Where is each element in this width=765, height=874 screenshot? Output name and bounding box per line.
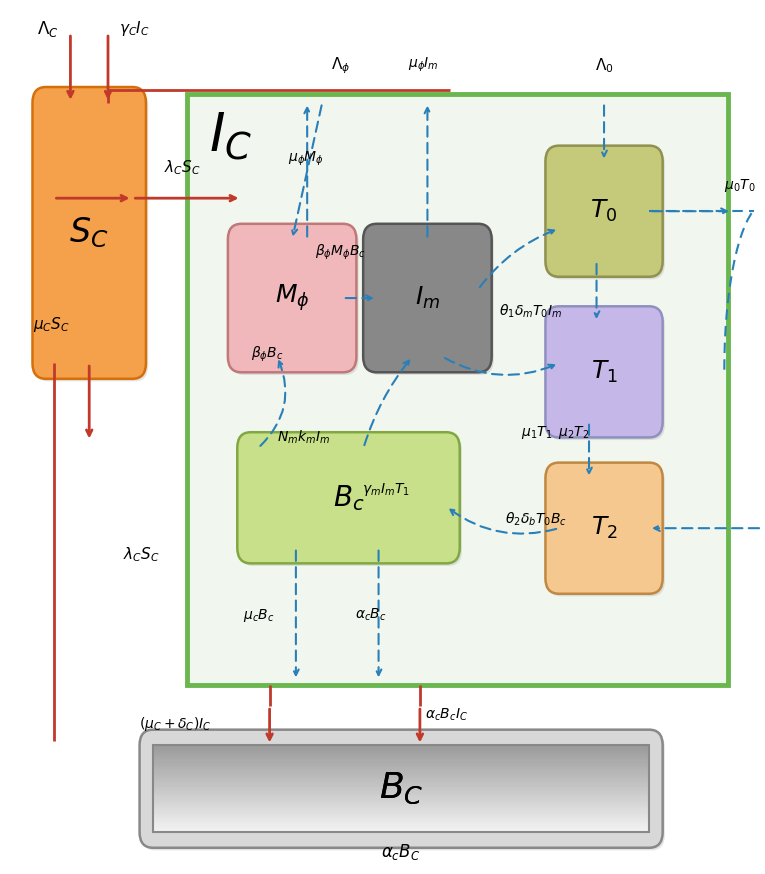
Text: $\gamma_C I_C$: $\gamma_C I_C$ [119, 19, 150, 38]
FancyBboxPatch shape [32, 87, 146, 378]
Bar [153, 784, 649, 787]
Bar [153, 791, 649, 793]
Bar [153, 801, 649, 804]
Bar [153, 746, 649, 747]
Bar [153, 769, 649, 772]
FancyBboxPatch shape [139, 730, 662, 848]
Bar [153, 800, 649, 801]
FancyBboxPatch shape [187, 94, 728, 684]
Text: $\lambda_C S_C$: $\lambda_C S_C$ [123, 545, 160, 564]
Text: $N_m k_m I_m$: $N_m k_m I_m$ [277, 428, 330, 446]
FancyBboxPatch shape [545, 306, 662, 437]
Text: $\alpha_c B_c I_C$: $\alpha_c B_c I_C$ [425, 707, 467, 723]
Text: $B_C$: $B_C$ [379, 771, 423, 807]
FancyBboxPatch shape [545, 146, 662, 277]
Bar [153, 782, 649, 784]
Bar [153, 763, 649, 765]
Text: $I_m$: $I_m$ [415, 285, 440, 311]
Bar [153, 752, 649, 754]
Bar [153, 750, 649, 752]
Text: $I_C$: $I_C$ [210, 111, 252, 163]
Text: $\Lambda_\phi$: $\Lambda_\phi$ [331, 55, 350, 76]
FancyBboxPatch shape [142, 732, 665, 850]
Bar [153, 780, 649, 782]
FancyBboxPatch shape [363, 224, 492, 372]
Bar [153, 806, 649, 808]
Text: $\mu_0 T_0$: $\mu_0 T_0$ [724, 177, 756, 194]
Bar [153, 759, 649, 760]
Text: $\lambda_C S_C$: $\lambda_C S_C$ [164, 158, 201, 177]
Bar [153, 787, 649, 788]
Text: $\mu_C S_C$: $\mu_C S_C$ [33, 315, 70, 334]
Bar [153, 756, 649, 759]
Bar [153, 823, 649, 826]
Bar [153, 819, 649, 822]
Text: $B_c$: $B_c$ [333, 483, 364, 513]
Text: $M_\phi$: $M_\phi$ [275, 282, 309, 314]
Bar [153, 788, 649, 791]
Bar [153, 822, 649, 823]
Text: $T_1$: $T_1$ [591, 358, 617, 385]
Bar [153, 804, 649, 806]
Bar [153, 776, 649, 778]
Bar [153, 828, 649, 830]
Text: $S_C$: $S_C$ [70, 216, 109, 250]
Text: $\alpha_c B_c$: $\alpha_c B_c$ [355, 607, 387, 623]
Bar [153, 830, 649, 832]
Text: $B_C$: $B_C$ [379, 771, 423, 807]
Bar [153, 772, 649, 773]
Bar [153, 773, 649, 776]
Bar [153, 797, 649, 800]
Bar [153, 765, 649, 767]
FancyBboxPatch shape [548, 149, 665, 280]
Text: $\theta_1 \delta_m T_0 I_m$: $\theta_1 \delta_m T_0 I_m$ [499, 302, 562, 320]
FancyBboxPatch shape [237, 433, 460, 564]
Text: $T_2$: $T_2$ [591, 515, 617, 541]
Bar [153, 795, 649, 797]
Bar [153, 754, 649, 756]
Text: $\beta_\phi B_c$: $\beta_\phi B_c$ [251, 345, 284, 364]
FancyBboxPatch shape [548, 309, 665, 440]
Bar [153, 808, 649, 810]
Bar [153, 813, 649, 815]
Text: $\mu_\phi I_m$: $\mu_\phi I_m$ [409, 56, 439, 74]
Text: $\mu_1 T_1$: $\mu_1 T_1$ [522, 424, 552, 441]
Bar [153, 767, 649, 769]
FancyBboxPatch shape [34, 90, 148, 381]
FancyBboxPatch shape [230, 226, 359, 375]
Bar [153, 760, 649, 763]
Text: $\Lambda_0$: $\Lambda_0$ [594, 56, 614, 74]
Bar [153, 815, 649, 817]
Text: $\beta_\phi M_\phi B_c$: $\beta_\phi M_\phi B_c$ [315, 242, 366, 261]
Text: $\mu_2 T_2$: $\mu_2 T_2$ [558, 424, 589, 441]
FancyBboxPatch shape [548, 465, 665, 596]
Text: $\alpha_c B_C$: $\alpha_c B_C$ [382, 843, 421, 862]
FancyBboxPatch shape [228, 224, 356, 372]
Text: $\theta_2 \delta_b T_0 B_c$: $\theta_2 \delta_b T_0 B_c$ [505, 510, 567, 528]
Bar [153, 778, 649, 780]
Text: $\Lambda_C$: $\Lambda_C$ [37, 19, 58, 38]
Text: $(\mu_C + \delta_C) I_C$: $(\mu_C + \delta_C) I_C$ [139, 715, 212, 732]
Text: $\mu_\phi M_\phi$: $\mu_\phi M_\phi$ [288, 150, 324, 169]
Text: $T_0$: $T_0$ [591, 198, 617, 225]
FancyBboxPatch shape [545, 462, 662, 593]
Text: $\gamma_m I_m T_1$: $\gamma_m I_m T_1$ [362, 481, 410, 497]
FancyBboxPatch shape [366, 226, 494, 375]
FancyBboxPatch shape [239, 435, 462, 566]
Bar [153, 817, 649, 819]
Bar [153, 793, 649, 795]
Bar [153, 810, 649, 813]
Bar [153, 826, 649, 828]
Text: $\mu_c B_c$: $\mu_c B_c$ [243, 607, 274, 623]
Bar [153, 747, 649, 750]
